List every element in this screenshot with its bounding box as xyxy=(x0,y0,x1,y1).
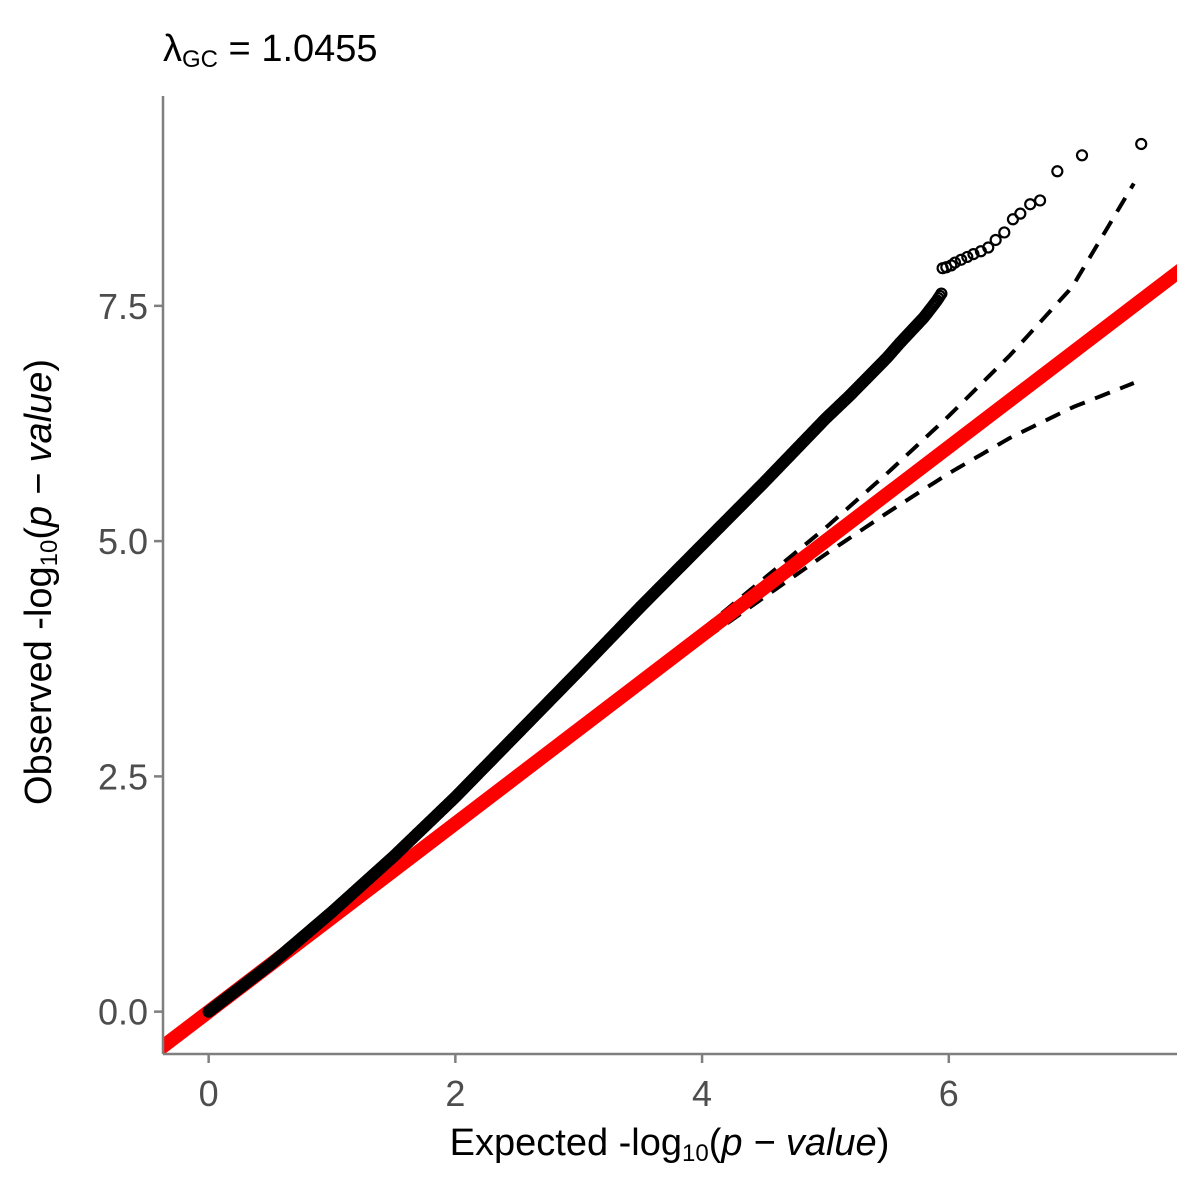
observed-point xyxy=(948,256,962,269)
x-tick-label: 4 xyxy=(692,1073,712,1114)
observed-point xyxy=(1006,213,1020,226)
observed-point xyxy=(998,226,1011,239)
observed-point xyxy=(961,250,974,264)
observed-point xyxy=(935,287,948,300)
observed-point xyxy=(1014,207,1027,220)
identity-line xyxy=(163,264,1177,1054)
title-subscript: GC xyxy=(182,46,218,73)
x-axis-label-prefix: Expected -log xyxy=(449,1122,683,1164)
y-tick-label: 0.0 xyxy=(98,992,148,1033)
observed-point xyxy=(1051,165,1064,178)
y-axis-label-italic: p − value xyxy=(18,371,60,527)
x-tick-label: 0 xyxy=(199,1073,219,1114)
chart-title: λGC = 1.0455 xyxy=(163,28,378,74)
x-axis-label: Expected -log10(p − value) xyxy=(0,1122,1200,1168)
y-axis-ticks: 0.0 2.5 5.0 7.5 xyxy=(98,286,163,1033)
x-axis-label-open: ( xyxy=(708,1122,722,1164)
x-tick-label: 2 xyxy=(445,1073,465,1114)
axes xyxy=(161,96,1177,1056)
title-symbol: λ xyxy=(163,28,182,70)
x-axis-label-close: ) xyxy=(876,1122,890,1164)
y-tick-label: 5.0 xyxy=(98,521,148,562)
y-tick-label: 7.5 xyxy=(98,286,148,327)
identity-line-group xyxy=(163,264,1177,1054)
observed-point xyxy=(989,233,1002,247)
confidence-band xyxy=(207,182,1136,1014)
title-operator: = xyxy=(218,28,262,70)
y-axis-label-open: ( xyxy=(18,526,60,540)
x-tick-label: 6 xyxy=(939,1073,959,1114)
x-axis-label-italic: p − value xyxy=(721,1122,877,1164)
observed-point xyxy=(1024,198,1037,211)
observed-point xyxy=(1075,149,1089,162)
ci-upper-line xyxy=(207,182,1136,1011)
x-axis-ticks: 0 2 4 6 xyxy=(199,1054,959,1114)
observed-point xyxy=(1135,137,1148,151)
y-axis-label-prefix: Observed -log xyxy=(18,566,60,805)
y-axis-label: Observed -log10(p − value) xyxy=(18,359,64,805)
observed-point xyxy=(955,253,968,266)
y-axis-label-close: ) xyxy=(18,359,60,372)
observed-points xyxy=(202,137,1148,1018)
ci-lower-line xyxy=(207,381,1135,1014)
y-tick-label: 2.5 xyxy=(98,756,148,797)
observed-point xyxy=(982,241,995,254)
observed-point xyxy=(967,248,980,261)
y-axis-label-subscript: 10 xyxy=(36,539,63,567)
x-axis-label-subscript: 10 xyxy=(682,1140,709,1167)
observed-point xyxy=(1033,194,1047,207)
title-value: 1.0455 xyxy=(261,28,378,70)
